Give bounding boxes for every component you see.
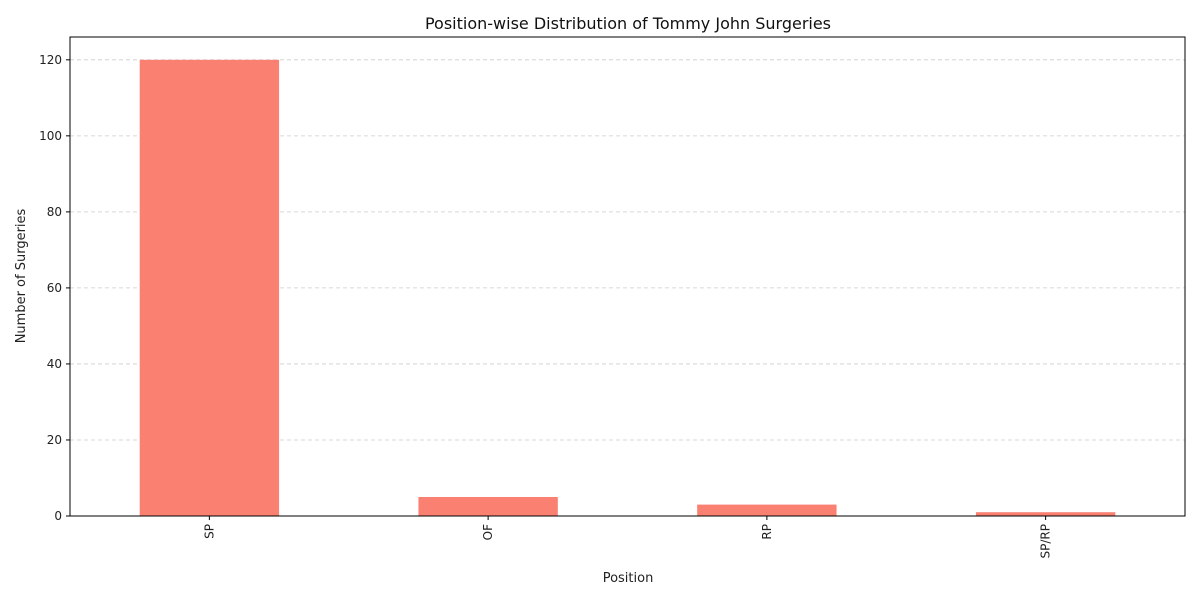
y-tick-label: 120 [39, 53, 62, 67]
y-tick-label: 100 [39, 129, 62, 143]
bar-rp [697, 504, 837, 516]
bars [139, 59, 1116, 517]
bar-sp-rp [975, 512, 1116, 516]
x-tick-label: SP/RP [1039, 524, 1053, 558]
plot-frame [69, 36, 1186, 517]
y-tick-label: 80 [47, 205, 62, 219]
y-tick-label: 40 [47, 357, 62, 371]
x-axis-label: Position [603, 571, 654, 586]
bar-sp [139, 59, 280, 517]
bar-of [418, 496, 558, 516]
x-tick-label: OF [481, 524, 495, 540]
x-axis: SP OF RP SP/RP [202, 516, 1053, 558]
y-axis-label: Number of Surgeries [14, 208, 29, 343]
y-tick-label: 0 [54, 509, 62, 523]
y-tick-label: 60 [47, 281, 62, 295]
y-axis: 0 20 40 60 80 100 120 [39, 53, 70, 523]
x-tick-label: SP [202, 524, 216, 539]
y-tick-label: 20 [47, 433, 62, 447]
chart-title: Position-wise Distribution of Tommy John… [425, 14, 831, 33]
x-tick-label: RP [760, 524, 774, 540]
